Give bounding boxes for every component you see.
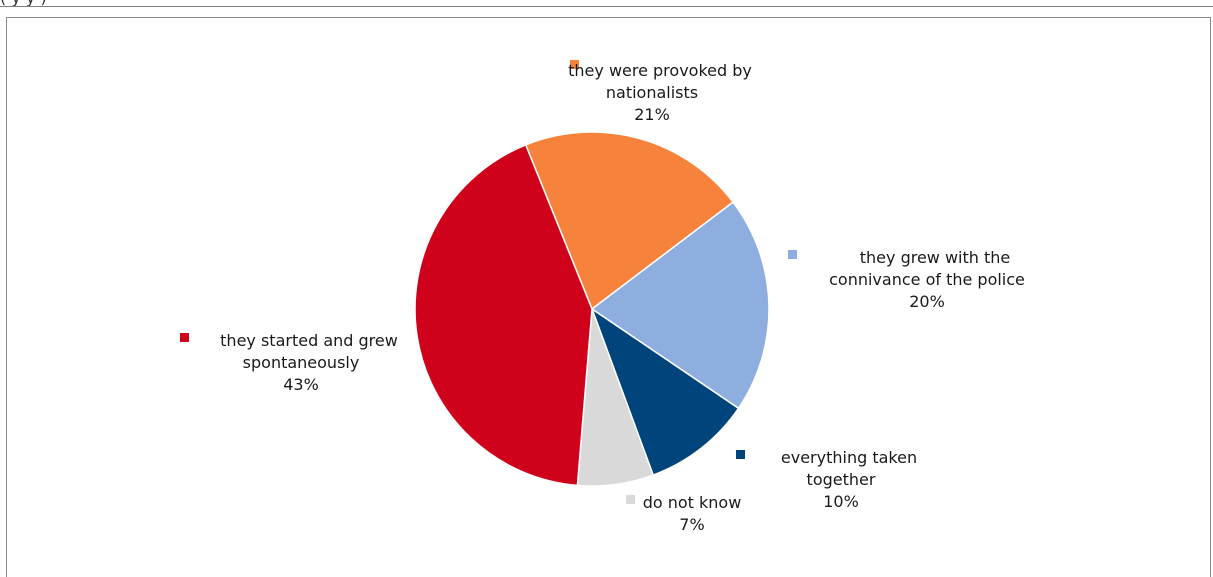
header-divider: ( y y ) bbox=[0, 0, 1213, 7]
pie-slice-1 bbox=[524, 131, 735, 311]
category-label-1: they were provoked by nationalists bbox=[568, 61, 752, 102]
category-label-3: everything taken together bbox=[781, 448, 917, 489]
legend-swatch-4 bbox=[626, 495, 635, 504]
cropped-header-text: ( y y ) bbox=[0, 0, 1213, 6]
legend-swatch-1 bbox=[570, 60, 579, 69]
category-label-4: do not know bbox=[643, 493, 742, 512]
category-label-2: they grew with the connivance of the poli… bbox=[829, 248, 1025, 289]
pie-slice-2 bbox=[590, 201, 770, 410]
category-label-5: they started and grew spontaneously bbox=[220, 331, 398, 372]
value-label-4: 7% bbox=[679, 515, 704, 534]
value-label-3: 10% bbox=[823, 492, 859, 511]
pie-slice-3 bbox=[590, 307, 740, 477]
pie-slice-5 bbox=[414, 143, 593, 487]
value-label-2: 20% bbox=[909, 292, 945, 311]
value-label-1: 21% bbox=[634, 105, 670, 124]
chart-frame: they were provoked by nationalists 21% they… bbox=[6, 17, 1211, 577]
legend-swatch-2 bbox=[788, 250, 797, 259]
pie-chart: they were provoked by nationalists 21% they… bbox=[180, 60, 1025, 534]
legend-swatch-3 bbox=[736, 450, 745, 459]
pie-labels: they were provoked by nationalists 21% they… bbox=[180, 60, 1025, 534]
value-label-5: 43% bbox=[283, 375, 319, 394]
pie-slices bbox=[414, 131, 770, 487]
legend-swatch-5 bbox=[180, 333, 189, 342]
